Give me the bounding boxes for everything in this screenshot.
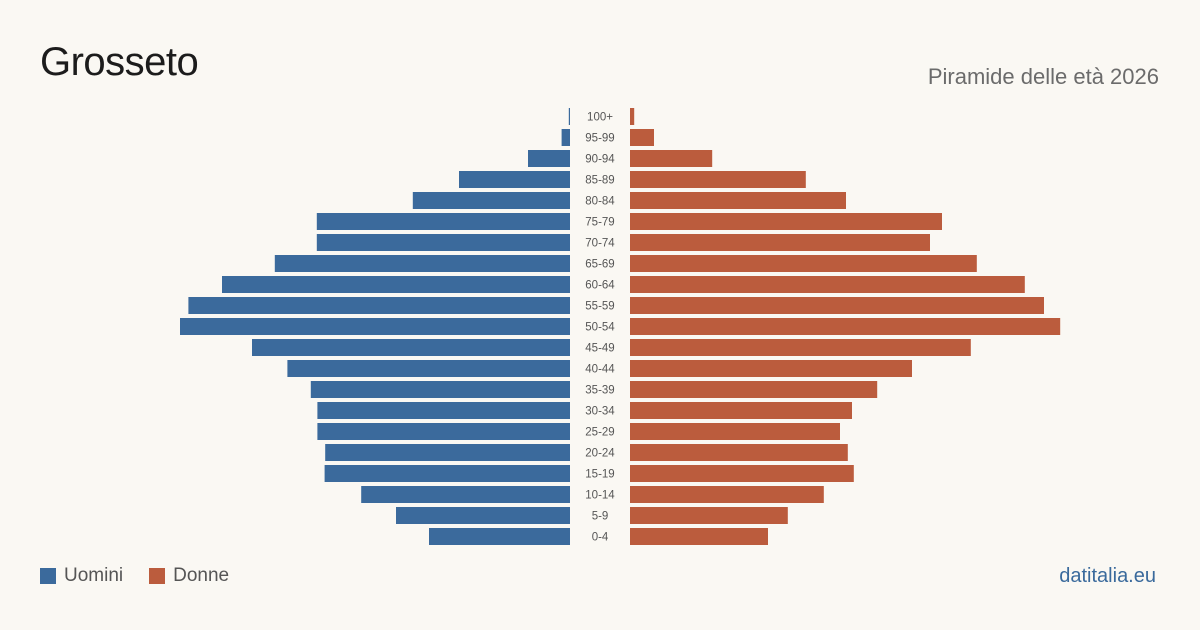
bar-women-15-19 bbox=[630, 465, 854, 482]
bar-women-0-4 bbox=[630, 528, 768, 545]
age-label-0-4: 0-4 bbox=[592, 532, 609, 544]
bar-women-80-84 bbox=[630, 192, 846, 209]
bar-men-10-14 bbox=[361, 486, 570, 503]
age-label-5-9: 5-9 bbox=[592, 511, 609, 523]
bar-women-85-89 bbox=[630, 171, 806, 188]
bar-men-40-44 bbox=[287, 360, 570, 377]
age-label-45-49: 45-49 bbox=[585, 343, 614, 355]
bar-men-20-24 bbox=[325, 444, 570, 461]
bar-men-50-54 bbox=[180, 318, 570, 335]
bar-men-90-94 bbox=[528, 150, 570, 167]
bar-women-55-59 bbox=[630, 297, 1044, 314]
bar-men-0-4 bbox=[429, 528, 570, 545]
bar-men-75-79 bbox=[316, 213, 570, 230]
age-label-85-89: 85-89 bbox=[585, 175, 614, 187]
age-label-50-54: 50-54 bbox=[585, 322, 615, 334]
bar-women-25-29 bbox=[630, 423, 840, 440]
bar-men-70-74 bbox=[316, 234, 570, 251]
bar-women-65-69 bbox=[630, 255, 977, 272]
bar-men-35-39 bbox=[310, 381, 570, 398]
legend-label-women: Donne bbox=[173, 565, 230, 586]
bar-women-75-79 bbox=[630, 213, 942, 230]
bar-men-15-19 bbox=[324, 465, 570, 482]
age-label-15-19: 15-19 bbox=[585, 469, 614, 481]
chart-subtitle: Piramide delle età 2026 bbox=[927, 64, 1159, 89]
age-label-95-99: 95-99 bbox=[585, 133, 614, 145]
age-label-80-84: 80-84 bbox=[585, 196, 615, 208]
age-label-55-59: 55-59 bbox=[585, 301, 614, 313]
page-title: Grosseto bbox=[40, 40, 199, 84]
bar-women-30-34 bbox=[630, 402, 852, 419]
bar-men-95-99 bbox=[561, 129, 570, 146]
bar-women-70-74 bbox=[630, 234, 930, 251]
bar-men-100plus bbox=[568, 108, 570, 125]
bar-women-95-99 bbox=[630, 129, 654, 146]
source-link[interactable]: datitalia.eu bbox=[1059, 565, 1156, 587]
bar-men-25-29 bbox=[317, 423, 570, 440]
bar-men-85-89 bbox=[459, 171, 570, 188]
bar-men-60-64 bbox=[222, 276, 570, 293]
bar-women-35-39 bbox=[630, 381, 878, 398]
bar-women-5-9 bbox=[630, 507, 788, 524]
bar-women-90-94 bbox=[630, 150, 713, 167]
bar-men-5-9 bbox=[396, 507, 570, 524]
chart-legend: Uomini Donne bbox=[40, 565, 255, 587]
age-label-70-74: 70-74 bbox=[585, 238, 615, 250]
legend-item-women: Donne bbox=[149, 565, 229, 587]
legend-item-men: Uomini bbox=[40, 565, 123, 587]
bar-women-10-14 bbox=[630, 486, 824, 503]
bar-women-40-44 bbox=[630, 360, 912, 377]
age-label-75-79: 75-79 bbox=[585, 217, 614, 229]
age-label-10-14: 10-14 bbox=[585, 490, 615, 502]
bar-men-65-69 bbox=[274, 255, 570, 272]
bar-women-50-54 bbox=[630, 318, 1061, 335]
bar-men-55-59 bbox=[188, 297, 570, 314]
bar-men-30-34 bbox=[317, 402, 570, 419]
legend-label-men: Uomini bbox=[64, 565, 124, 586]
age-label-20-24: 20-24 bbox=[585, 448, 615, 460]
bar-women-60-64 bbox=[630, 276, 1025, 293]
age-label-90-94: 90-94 bbox=[585, 154, 615, 166]
bar-women-100plus bbox=[630, 108, 635, 125]
bar-women-20-24 bbox=[630, 444, 848, 461]
legend-swatch-women bbox=[149, 568, 166, 584]
age-label-100plus: 100+ bbox=[587, 112, 613, 124]
legend-swatch-men bbox=[40, 568, 56, 584]
age-label-60-64: 60-64 bbox=[585, 280, 615, 292]
bar-women-45-49 bbox=[630, 339, 971, 356]
age-label-35-39: 35-39 bbox=[585, 385, 614, 397]
age-label-40-44: 40-44 bbox=[585, 364, 615, 376]
age-label-65-69: 65-69 bbox=[585, 259, 614, 271]
age-label-25-29: 25-29 bbox=[585, 427, 614, 439]
bar-men-80-84 bbox=[412, 192, 570, 209]
age-label-30-34: 30-34 bbox=[585, 406, 615, 418]
bar-men-45-49 bbox=[252, 339, 570, 356]
